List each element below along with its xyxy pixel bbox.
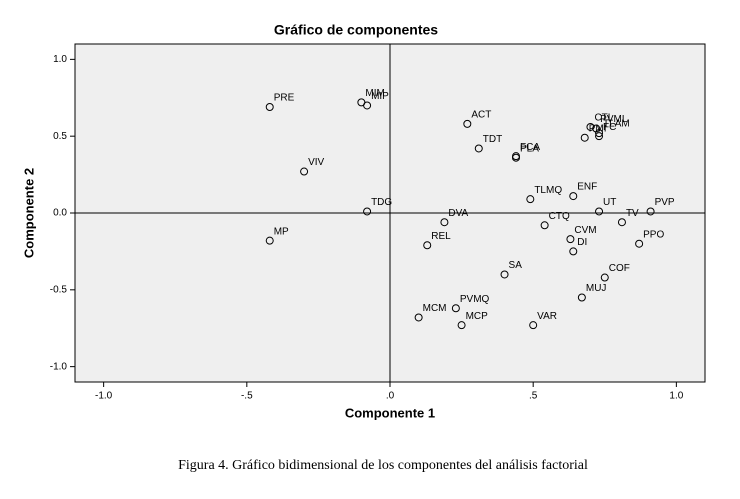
point-label: PVML [600,114,628,125]
y-tick-label: 1.0 [53,54,67,65]
point-label: PRE [274,93,295,104]
point-label: CVM [574,225,596,236]
point [592,124,601,133]
x-tick-label: .0 [386,391,395,402]
point [595,129,604,138]
point [566,235,575,244]
point [526,195,535,204]
point-label: TDG [371,197,392,208]
point [474,144,483,153]
point [414,313,423,322]
point [586,122,595,131]
point [540,221,549,230]
point [577,293,586,302]
point-label: FC [603,122,616,133]
point-label: MIM [365,88,384,99]
point [635,239,644,248]
point [529,321,538,330]
point-label: TLMQ [534,185,562,196]
point [451,304,460,313]
point-label: DVA [448,208,468,219]
x-tick-label: 1.0 [669,391,683,402]
point [463,119,472,128]
point-label: MUJ [586,283,607,294]
point [569,247,578,256]
caption: Figura 4. Gráfico bidimensional de los c… [178,458,588,473]
point [595,132,604,141]
x-axis-label: Componente 1 [345,405,435,420]
point-label: VAR [537,311,557,322]
point [457,321,466,330]
point [265,236,274,245]
y-tick-label: -1.0 [50,361,68,372]
point-label: TDT [483,134,502,145]
point-label: UT [603,197,616,208]
point [580,133,589,142]
point [500,270,509,279]
point-label: MCM [423,303,447,314]
point-label: TV [626,208,639,219]
point-label: PMI [589,123,607,134]
point-label: PPO [643,229,664,240]
point [363,207,372,216]
point-label: PLA [520,143,539,154]
point-label: VIV [308,157,324,168]
point-label: REL [431,231,451,242]
y-tick-label: 0.0 [53,208,67,219]
point-label: PVP [655,197,675,208]
point [512,153,520,162]
y-tick-label: 0.5 [53,131,67,142]
point-label: TLAM [603,119,630,130]
x-tick-label: -.5 [241,391,253,402]
point-label: DI [577,237,587,248]
point-label: SA [509,260,523,271]
point [569,192,578,201]
point-label: ACT [471,110,491,121]
x-tick-label: .5 [529,391,538,402]
y-axis-label: Componente 2 [21,168,36,258]
point [600,273,609,282]
y-tick-label: -0.5 [50,284,68,295]
point-label: MCP [466,311,489,322]
x-tick-label: -1.0 [95,391,113,402]
point-label: PVMQ [460,294,490,305]
point-label: FCA [520,142,540,153]
point-label: CTL [594,113,613,124]
point [300,167,309,176]
point-label: ENF [577,182,597,193]
chart-title: Gráfico de componentes [274,22,438,38]
point-label: COF [609,263,630,274]
point [595,207,604,216]
point [265,102,274,111]
point [617,218,626,227]
point [646,207,655,216]
point-label: MP [274,226,289,237]
point [423,241,432,250]
point [440,218,449,227]
point [363,101,372,110]
point-label: CTQ [549,211,570,222]
point-label: MIP [371,91,389,102]
